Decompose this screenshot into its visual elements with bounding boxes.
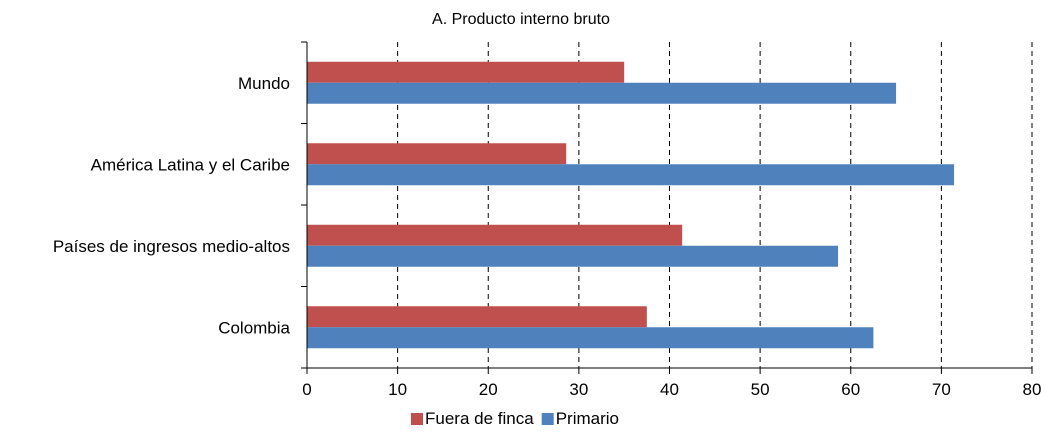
- category-label-1: América Latina y el Caribe: [91, 155, 290, 174]
- bar-1-1: [307, 164, 955, 186]
- x-tick-label-20: 20: [479, 380, 498, 399]
- legend-swatch-1: [541, 413, 554, 425]
- axes: [301, 41, 1033, 374]
- chart-title: A. Producto interno bruto: [432, 11, 610, 28]
- x-tick-label-10: 10: [388, 380, 407, 399]
- bars: [307, 61, 955, 349]
- bar-1-2: [307, 245, 839, 267]
- legend-swatch-0: [411, 413, 423, 425]
- bar-0-1: [307, 143, 567, 165]
- bar-1-3: [307, 327, 874, 349]
- tick-labels: 0 10 20 30 40 50 60 70 80: [302, 380, 1041, 399]
- bar-0-2: [307, 224, 683, 246]
- category-label-0: Mundo: [238, 74, 290, 93]
- bar-0-0: [307, 61, 625, 83]
- bar-0-3: [307, 306, 647, 328]
- category-labels: Mundo América Latina y el Caribe Países de…: [53, 74, 291, 338]
- x-tick-label-0: 0: [302, 380, 311, 399]
- x-tick-label-60: 60: [841, 380, 860, 399]
- category-label-2: Países de ingresos medio-altos: [53, 237, 290, 256]
- bar-1-0: [307, 82, 897, 104]
- x-tick-label-80: 80: [1023, 380, 1042, 399]
- x-tick-label-40: 40: [660, 380, 679, 399]
- legend: Fuera de finca Primario: [411, 409, 619, 428]
- category-label-3: Colombia: [218, 318, 290, 337]
- legend-label-1: Primario: [556, 409, 619, 428]
- x-tick-label-30: 30: [569, 380, 588, 399]
- legend-label-0: Fuera de finca: [425, 409, 534, 428]
- x-tick-label-70: 70: [932, 380, 951, 399]
- x-tick-label-50: 50: [751, 380, 770, 399]
